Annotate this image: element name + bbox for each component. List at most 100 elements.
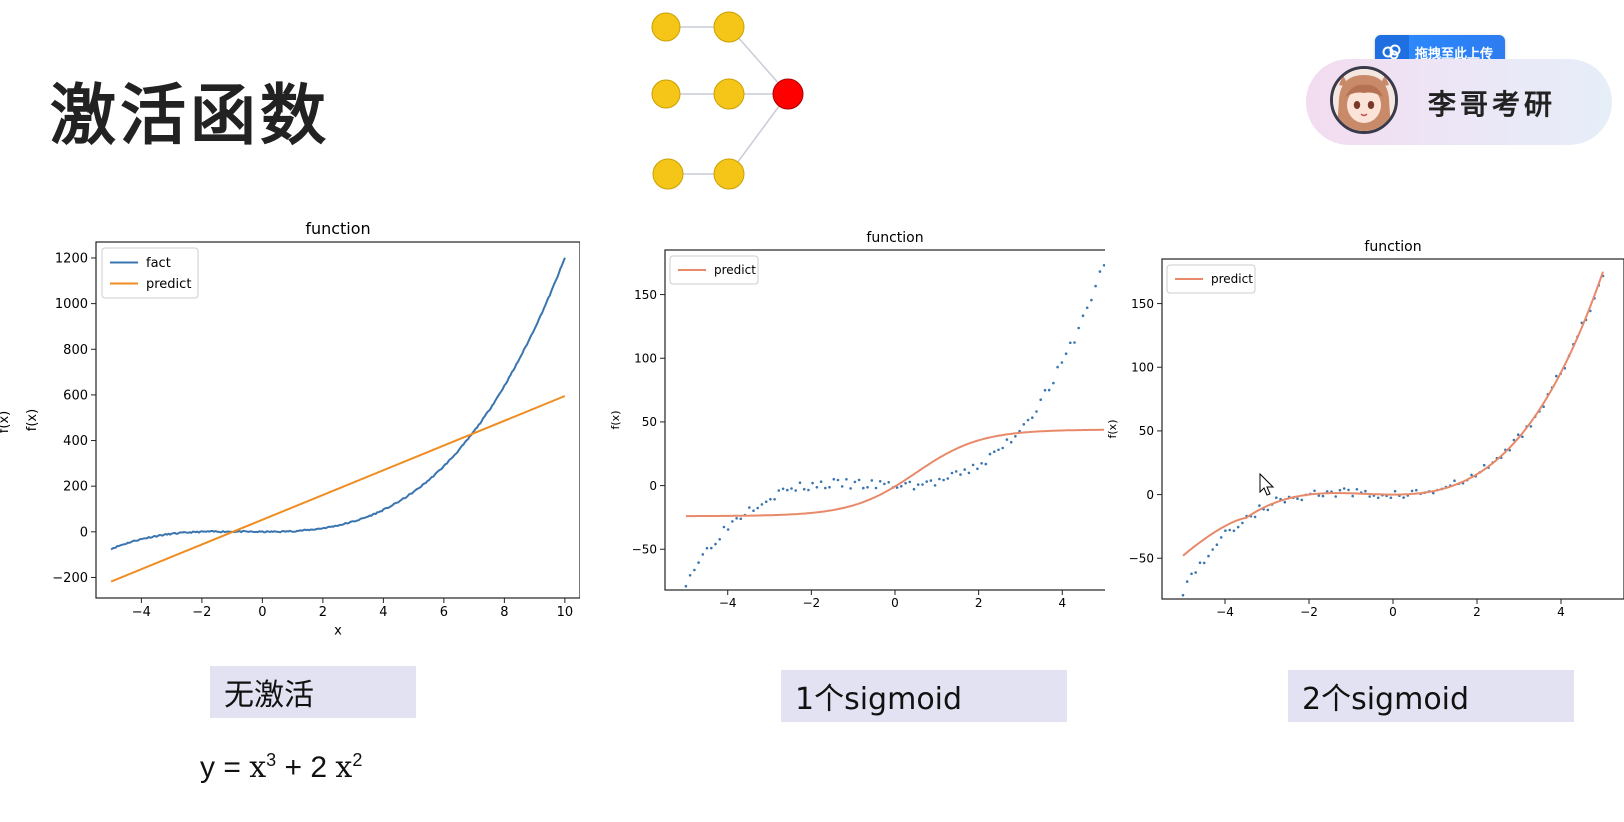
neural-network-diagram xyxy=(651,11,804,190)
x-tick-label: −2 xyxy=(803,596,821,610)
formula-plus: + xyxy=(284,751,303,784)
scatter-point xyxy=(1342,487,1346,490)
scatter-point xyxy=(1512,438,1516,442)
scatter-point xyxy=(1241,521,1244,525)
scatter-point xyxy=(1453,479,1456,482)
avatar xyxy=(1330,66,1398,134)
scatter-point xyxy=(1529,425,1533,428)
scatter-point xyxy=(1325,490,1329,493)
y-tick-label: −200 xyxy=(52,571,88,586)
chart-no-activation: f(x) function −4 −2 0 2 4 6 8 10 −200 0 200 400 600 800… xyxy=(0,210,581,650)
scatter-point xyxy=(1073,341,1076,344)
scatter-point xyxy=(1031,416,1034,419)
scatter-point xyxy=(984,462,988,466)
scatter-point xyxy=(1283,500,1287,504)
formula-var: x xyxy=(249,750,267,785)
scatter-point xyxy=(802,487,806,491)
scatter-point xyxy=(764,500,768,504)
scatter-point xyxy=(1228,528,1231,532)
scatter-point xyxy=(950,471,954,475)
scatter-point xyxy=(1202,561,1206,565)
scatter-point xyxy=(1039,398,1042,401)
scatter-point xyxy=(988,452,992,456)
scatter-point xyxy=(1364,489,1367,493)
network-input-nodes xyxy=(651,11,745,190)
scatter-point xyxy=(1368,495,1371,498)
fact-line xyxy=(110,257,566,551)
scatter-point xyxy=(1236,525,1240,529)
scatter-point xyxy=(1181,593,1185,597)
y-tick-label: 600 xyxy=(63,388,88,403)
scatter-point xyxy=(1102,264,1106,267)
scatter-point xyxy=(908,480,912,484)
legend-label: predict xyxy=(146,277,191,292)
scatter-point xyxy=(1069,341,1072,345)
y-axis-label: f(x) xyxy=(1106,420,1119,439)
upload-button-label: 拖拽至此上传 xyxy=(1415,46,1494,62)
formula-lhs: y xyxy=(200,751,215,784)
scatter-point xyxy=(722,525,726,529)
scatter-point xyxy=(929,479,933,482)
scatter-point xyxy=(878,480,882,483)
y-tick-label: 50 xyxy=(642,415,657,429)
scatter-point xyxy=(815,485,819,489)
chart-title: function xyxy=(305,219,370,238)
legend-label: predict xyxy=(1211,272,1253,286)
scatter-point xyxy=(1253,515,1257,519)
scatter-point xyxy=(1085,306,1089,310)
caption-two-sigmoid: 2个sigmoid xyxy=(1288,670,1574,722)
x-tick-label: 6 xyxy=(440,605,448,620)
scatter-point xyxy=(705,546,709,550)
scatter-point xyxy=(1094,284,1097,288)
scatter-point xyxy=(887,481,890,484)
scatter-point xyxy=(845,478,848,481)
scatter-point xyxy=(1026,418,1030,422)
x-tick-label: −4 xyxy=(132,605,151,620)
scatter-point xyxy=(1470,473,1473,477)
scatter-point xyxy=(904,481,907,485)
scatter-point xyxy=(1005,438,1009,441)
y-tick-label: −50 xyxy=(632,542,657,556)
x-tick-label: 2 xyxy=(319,605,327,620)
x-axis-label: x xyxy=(334,624,342,639)
legend xyxy=(101,247,199,299)
chart-one-sigmoid: function −4 −2 0 2 4 −50 0 50 100 150 x f(x) predict xyxy=(605,225,1126,627)
scatter-point xyxy=(1347,488,1350,492)
plot-area xyxy=(95,241,581,599)
scatter-point xyxy=(798,481,802,485)
x-tick-label: −2 xyxy=(1300,605,1318,619)
scatter-point xyxy=(794,489,797,492)
x-tick-label: 4 xyxy=(1058,596,1066,610)
scatter-point xyxy=(773,498,776,501)
scatter-point xyxy=(997,448,1000,452)
x-axis-label: x xyxy=(892,614,899,615)
scatter-point xyxy=(862,486,865,490)
scatter-point xyxy=(1521,435,1524,439)
scatter-point xyxy=(1313,489,1316,493)
scatter-point xyxy=(726,528,730,531)
caption-no-activation: 无激活 xyxy=(210,666,416,718)
chart-title: function xyxy=(866,230,923,246)
scatter-point xyxy=(748,506,751,509)
scatter-point xyxy=(1542,405,1545,408)
scatter-point xyxy=(1389,496,1393,500)
scatter-point xyxy=(993,450,996,453)
network-node xyxy=(713,158,745,190)
author-card: 李哥考研 xyxy=(1306,59,1612,145)
x-tick-label: 2 xyxy=(1473,605,1481,619)
mouse-cursor-icon xyxy=(1259,472,1275,496)
scatter-point xyxy=(832,477,836,481)
formula-coef: 2 xyxy=(310,751,328,784)
scatter-point xyxy=(684,584,688,588)
y-axis-label: f(x) xyxy=(25,409,40,431)
y-tick-label: 400 xyxy=(63,434,88,449)
chart-one-sigmoid-svg: function −4 −2 0 2 4 −50 0 50 100 150 x f(x) predict xyxy=(609,230,1126,627)
y-tick-label: 50 xyxy=(1139,424,1154,438)
predict-line xyxy=(1182,271,1604,557)
scatter-point xyxy=(1275,496,1278,500)
x-tick-label: 4 xyxy=(379,605,387,620)
scatter-point xyxy=(1334,495,1337,498)
scatter-point xyxy=(769,497,772,501)
formula-eq: = xyxy=(223,751,241,784)
legend-label: fact xyxy=(146,256,171,271)
